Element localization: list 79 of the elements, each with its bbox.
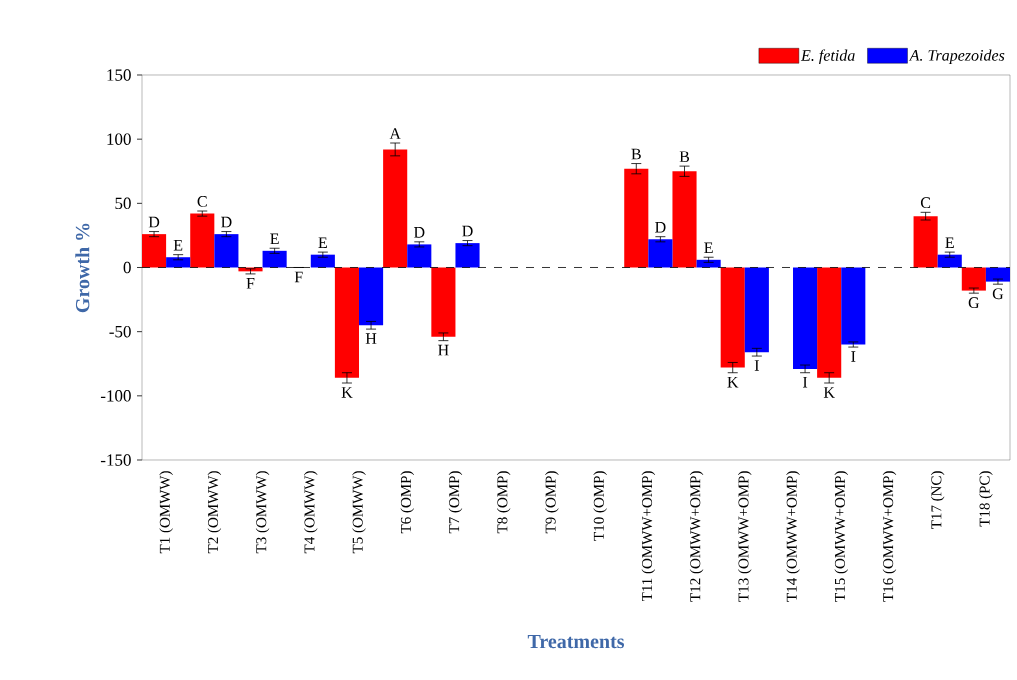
x-tick-label: T13 (OMWW+OMP)	[737, 471, 752, 602]
data-label: A	[389, 128, 401, 139]
bar	[817, 267, 842, 378]
bar	[334, 267, 360, 378]
bar	[383, 149, 408, 268]
bar	[214, 234, 239, 268]
bar	[720, 267, 745, 368]
data-label: D	[413, 227, 425, 238]
y-tick-label: -50	[109, 325, 131, 338]
data-label: I	[754, 360, 759, 371]
data-label: K	[727, 376, 739, 388]
x-tick-label: T9 (OMP)	[545, 471, 559, 534]
bar	[359, 267, 384, 326]
data-label: E	[270, 233, 279, 245]
legend-label: E. fetida	[800, 49, 855, 65]
data-label: D	[221, 216, 232, 228]
y-tick-label: 150	[107, 69, 131, 81]
y-tick-label: -100	[100, 390, 131, 402]
data-label: E	[173, 239, 183, 251]
bar	[744, 267, 769, 353]
x-tick-label: T1 (OMWW)	[159, 471, 173, 554]
data-label: E	[704, 242, 713, 254]
y-tick-label: 0	[123, 261, 131, 274]
x-tick-label: T5 (OMWW)	[352, 471, 366, 554]
data-label: I	[851, 351, 856, 362]
data-label: K	[341, 387, 353, 398]
x-tick-label: T12 (OMWW+OMP)	[689, 471, 704, 602]
data-label: D	[148, 216, 160, 228]
y-tick-label: 100	[107, 133, 131, 145]
y-axis-title: Growth %	[75, 223, 90, 313]
x-tick-label: T15 (OMWW+OMP)	[834, 471, 849, 602]
bar	[913, 216, 938, 268]
data-label: B	[631, 148, 641, 160]
x-tick-label: T8 (OMP)	[496, 471, 511, 534]
data-label: F	[294, 271, 303, 283]
bar	[841, 267, 866, 345]
data-label: H	[365, 333, 377, 344]
x-tick-label: T18 (PC)	[979, 471, 993, 527]
bar	[648, 239, 673, 268]
bar	[793, 267, 818, 369]
data-label: F	[246, 278, 255, 289]
y-tick-label: -150	[100, 454, 131, 466]
data-label: H	[438, 344, 449, 356]
x-axis-title: Treatments	[527, 634, 625, 649]
bar	[672, 171, 697, 268]
x-tick-label: T7 (OMP)	[448, 471, 463, 534]
data-label: B	[679, 151, 690, 162]
data-label: K	[823, 387, 835, 398]
x-tick-label: T3 (OMWW)	[255, 471, 270, 554]
bar	[262, 250, 287, 268]
bar	[190, 213, 215, 268]
y-tick-label: 50	[115, 197, 131, 210]
data-label: C	[197, 196, 207, 207]
x-tick-label: T10 (OMP)	[593, 471, 607, 541]
bar	[166, 257, 191, 268]
legend-label: A. Trapezoides	[908, 49, 1005, 65]
bar	[310, 254, 335, 268]
x-tick-label: T4 (OMWW)	[303, 471, 318, 554]
x-tick-label: T16 (OMWW+OMP)	[882, 471, 897, 602]
x-tick-label: T6 (OMP)	[400, 471, 415, 534]
bar	[961, 267, 986, 291]
bar	[431, 267, 456, 337]
data-label: I	[802, 376, 808, 388]
data-label: D	[655, 221, 666, 233]
bar	[407, 244, 432, 268]
x-tick-label: T17 (NC)	[930, 471, 945, 530]
data-label: E	[318, 237, 327, 248]
bar	[455, 243, 480, 268]
data-label: D	[462, 225, 473, 237]
data-label: C	[920, 197, 931, 209]
x-tick-label: T11 (OMWW+OMP)	[641, 471, 656, 602]
bar	[142, 234, 167, 268]
data-label: G	[992, 288, 1004, 300]
x-tick-label: T14 (OMWW+OMP)	[786, 471, 800, 602]
bar	[937, 254, 962, 268]
bar	[624, 168, 649, 268]
x-tick-label: T2 (OMWW)	[207, 471, 222, 554]
data-label: G	[968, 297, 980, 309]
data-label: E	[945, 237, 954, 248]
